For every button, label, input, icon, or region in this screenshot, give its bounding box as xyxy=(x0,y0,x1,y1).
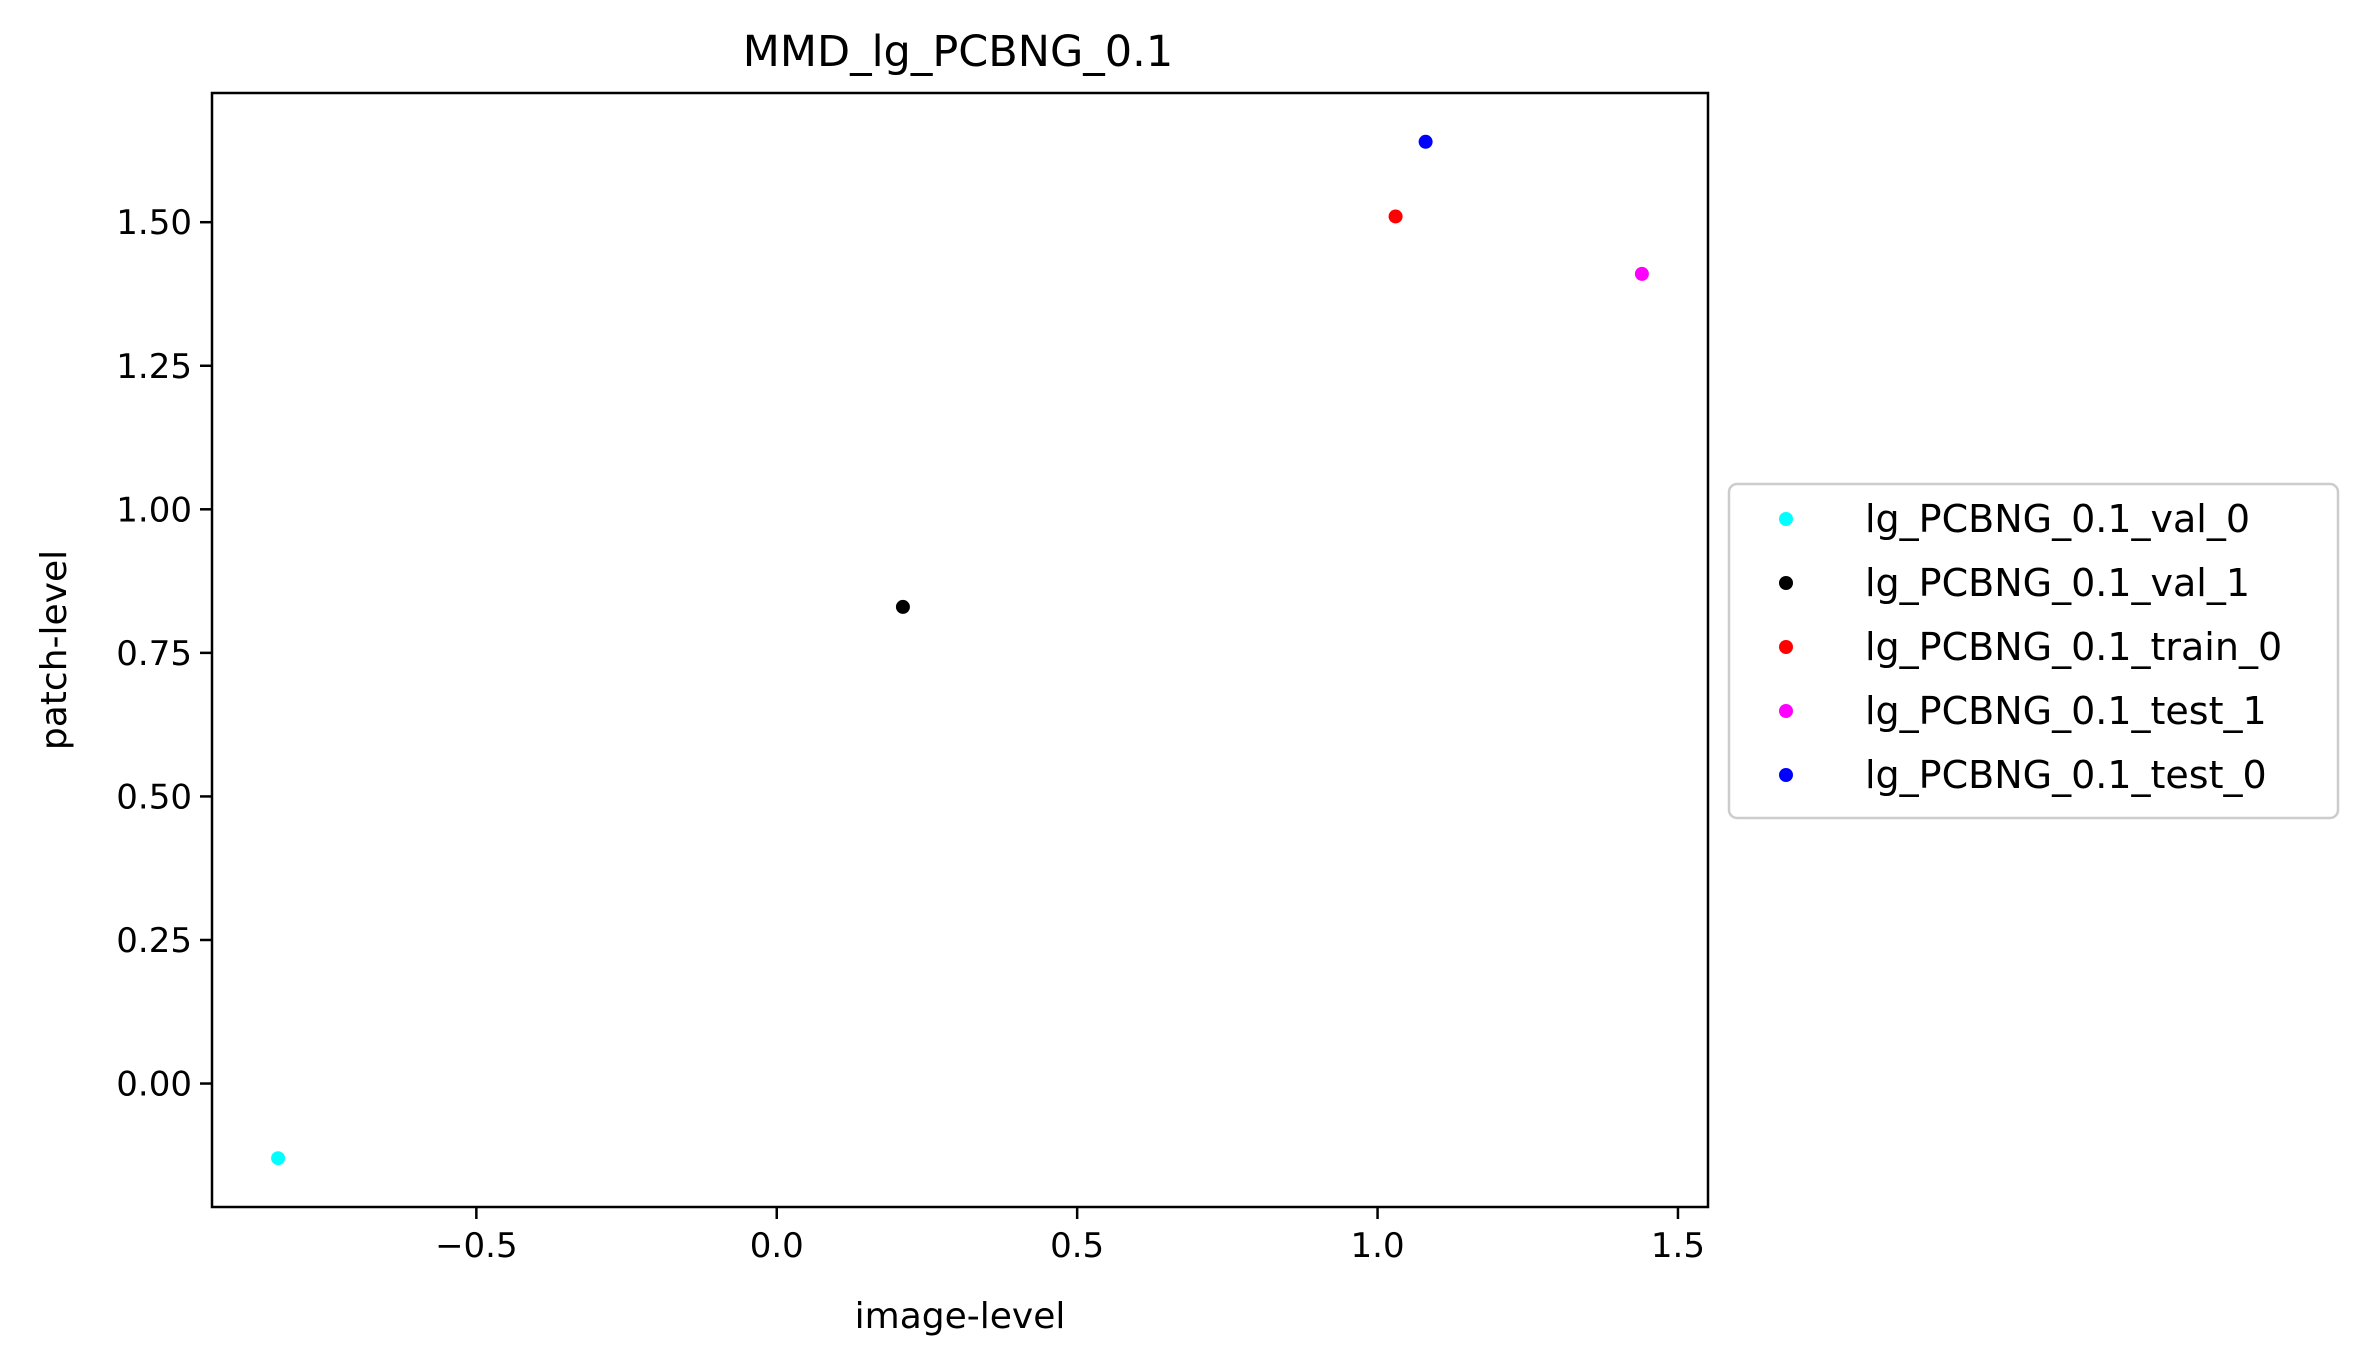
plot-background xyxy=(212,93,1708,1207)
x-tick-label: 0.0 xyxy=(750,1226,804,1266)
data-point-lg_PCBNG_0.1_test_0 xyxy=(1418,134,1433,149)
data-point-lg_PCBNG_0.1_train_0 xyxy=(1388,209,1403,224)
plot-frame xyxy=(210,91,1710,1209)
legend-label: lg_PCBNG_0.1_train_0 xyxy=(1865,625,2282,669)
y-tick-label: 1.25 xyxy=(116,347,192,387)
x-tick-label: 1.0 xyxy=(1351,1226,1405,1266)
x-tick-label: 1.5 xyxy=(1651,1226,1705,1266)
y-tick-label: 0.25 xyxy=(116,921,192,961)
x-axis-ticks: −0.5 0.0 0.5 1.0 1.5 xyxy=(435,1207,1705,1266)
legend-marker xyxy=(1779,512,1793,526)
legend-label: lg_PCBNG_0.1_test_0 xyxy=(1865,753,2267,797)
y-tick-label: 0.75 xyxy=(116,634,192,674)
y-tick-label: 1.00 xyxy=(116,490,192,530)
legend-label: lg_PCBNG_0.1_val_0 xyxy=(1865,497,2250,541)
data-point-lg_PCBNG_0.1_val_1 xyxy=(895,599,910,614)
legend-box xyxy=(1727,482,2340,820)
y-tick-label: 0.00 xyxy=(116,1065,192,1105)
legend-marker xyxy=(1779,704,1793,718)
legend: lg_PCBNG_0.1_val_0 lg_PCBNG_0.1_val_1 lg_P… xyxy=(1727,482,2340,820)
legend-marker xyxy=(1779,576,1793,590)
y-axis-ticks: 0.00 0.25 0.50 0.75 1.00 1.25 1.50 xyxy=(116,203,212,1105)
x-tick-label: −0.5 xyxy=(435,1226,518,1266)
y-tick-label: 0.50 xyxy=(116,777,192,817)
legend-marker xyxy=(1779,768,1793,782)
y-tick-label: 1.50 xyxy=(116,203,192,243)
legend-label: lg_PCBNG_0.1_test_1 xyxy=(1865,689,2267,733)
plot-area: −0.5 0.0 0.5 1.0 1.5 0.00 0.25 0.50 0.75 1.00 1.2… xyxy=(116,91,1710,1266)
data-point-lg_PCBNG_0.1_test_1 xyxy=(1634,266,1649,281)
data-point-lg_PCBNG_0.1_val_0 xyxy=(271,1151,286,1166)
x-tick-label: 0.5 xyxy=(1050,1226,1104,1266)
data-points xyxy=(271,134,1649,1166)
chart-title: MMD_lg_PCBNG_0.1 xyxy=(743,27,1173,77)
x-axis-label: image-level xyxy=(855,1296,1066,1337)
legend-marker xyxy=(1779,640,1793,654)
legend-label: lg_PCBNG_0.1_val_1 xyxy=(1865,561,2250,605)
legend-items: lg_PCBNG_0.1_val_0 lg_PCBNG_0.1_val_1 lg_P… xyxy=(1779,497,2282,797)
y-axis-label: patch-level xyxy=(34,550,75,750)
